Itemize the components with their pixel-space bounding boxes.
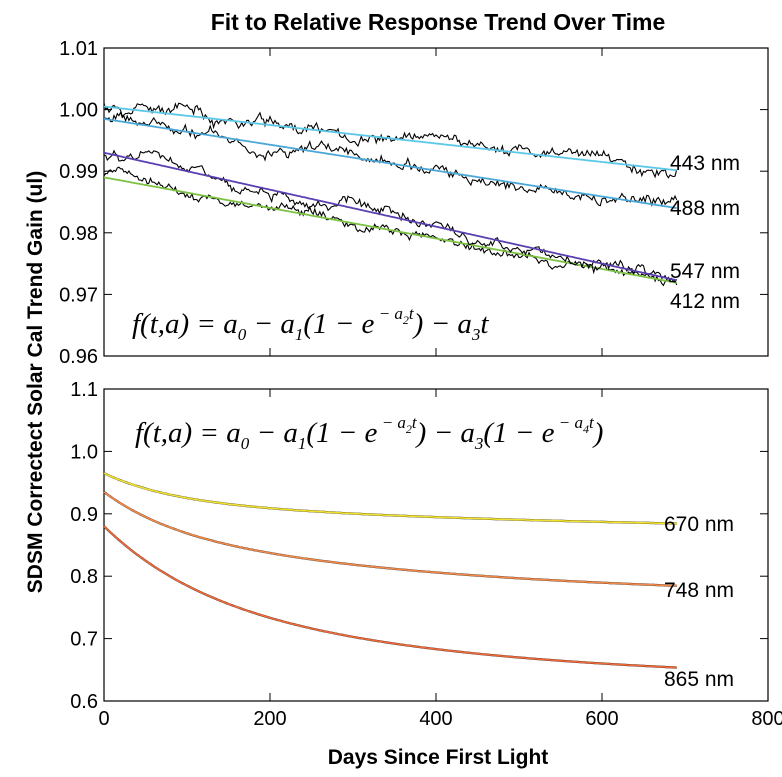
- y-tick-label: 0.9: [70, 504, 98, 526]
- observed-line-412-nm: [103, 149, 678, 283]
- fit-line-748-nm: [103, 491, 677, 587]
- y-tick-label: 0.98: [59, 223, 98, 245]
- fit-line-412-nm: [103, 151, 677, 282]
- x-tick-label: 0: [98, 708, 109, 730]
- x-axis-label: Days Since First Light: [328, 746, 549, 769]
- observed-line-748-nm: [103, 491, 677, 587]
- series-label: 488 nm: [670, 197, 740, 220]
- y-tick-label: 1.0: [70, 441, 98, 463]
- y-tick-label: 0.96: [59, 346, 98, 368]
- y-tick-label: 0.8: [70, 566, 98, 588]
- y-tick-label: 1.01: [59, 38, 98, 60]
- top-equation: f(t,a) = a0 − a1(1 − e − a2t) − a3t: [132, 304, 489, 344]
- x-tick-label: 600: [585, 708, 618, 730]
- series-label: 443 nm: [670, 152, 740, 175]
- chart-title: Fit to Relative Response Trend Over Time: [211, 9, 666, 35]
- observed-line-443-nm: [103, 102, 678, 179]
- bottom-panel: 0 200 400 600 800 0.6 0.7 0.8 0.9 1.0 1.1 670 nm 748…: [70, 379, 782, 730]
- y-tick-label: 0.97: [59, 284, 98, 306]
- series-label: 412 nm: [670, 290, 740, 313]
- top-panel: 0.96 0.97 0.98 0.99 1.00 1.01 443 nm 488 nm 547 …: [59, 38, 769, 368]
- observed-line-865-nm: [103, 525, 677, 669]
- fit-line-547-nm: [103, 176, 677, 284]
- y-tick-label: 0.7: [70, 629, 98, 651]
- observed-line-488-nm: [103, 111, 678, 207]
- fit-line-488-nm: [103, 117, 677, 209]
- series-label: 670 nm: [664, 513, 734, 536]
- fit-line-865-nm: [103, 525, 677, 669]
- y-axis-label: SDSM Correctect Solar Cal Trend Gain (ul…: [24, 171, 47, 593]
- y-tick-label: 1.1: [70, 379, 98, 401]
- series-label: 865 nm: [664, 668, 734, 691]
- x-tick-label: 400: [419, 708, 452, 730]
- x-tick-label: 200: [253, 708, 286, 730]
- series-label: 748 nm: [664, 579, 734, 602]
- bottom-equation: f(t,a) = a0 − a1(1 − e − a2t) − a3(1 − e…: [135, 413, 603, 453]
- y-tick-label: 1.00: [59, 100, 98, 122]
- x-tick-label: 800: [751, 708, 782, 730]
- series-label: 547 nm: [670, 260, 740, 283]
- y-tick-label: 0.99: [59, 161, 98, 183]
- fit-line-443-nm: [103, 105, 677, 172]
- y-tick-label: 0.6: [70, 691, 98, 713]
- fit-line-670-nm: [103, 472, 677, 525]
